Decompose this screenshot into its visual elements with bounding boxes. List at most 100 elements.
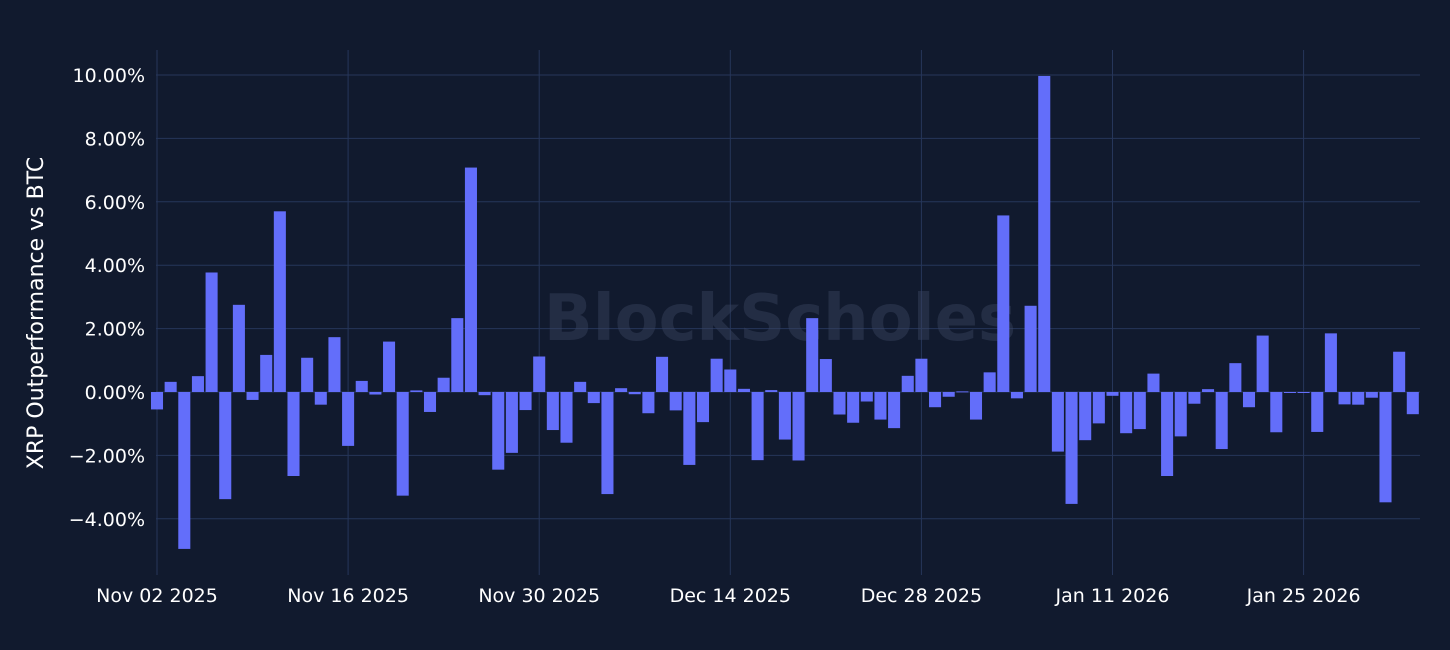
- bar: [751, 392, 764, 461]
- bar: [765, 390, 778, 392]
- bar: [492, 392, 505, 470]
- x-gridlines: [156, 50, 1305, 575]
- bar: [464, 167, 477, 392]
- bar: [505, 392, 518, 453]
- bar: [778, 392, 791, 440]
- bar: [396, 392, 409, 496]
- bar: [178, 392, 191, 549]
- bar: [546, 392, 559, 431]
- bar: [342, 392, 355, 446]
- bar: [628, 392, 641, 395]
- bar: [287, 392, 300, 477]
- bar: [533, 356, 546, 392]
- bar: [1406, 392, 1419, 415]
- y-tick-label: 10.00%: [73, 65, 145, 87]
- bar: [1174, 392, 1187, 437]
- bar: [314, 392, 327, 405]
- bar: [874, 392, 887, 420]
- bar: [997, 215, 1010, 392]
- bar: [219, 392, 232, 500]
- bar: [1242, 392, 1256, 408]
- y-tick-label: −2.00%: [69, 445, 145, 467]
- bar: [1352, 392, 1365, 405]
- bar: [1133, 392, 1146, 430]
- bar: [1010, 392, 1023, 399]
- bar: [656, 356, 669, 392]
- bar: [1270, 392, 1283, 433]
- bar: [369, 392, 382, 395]
- bar: [929, 392, 942, 408]
- bar: [942, 392, 955, 397]
- bar: [205, 272, 218, 392]
- y-tick-label: 2.00%: [85, 319, 145, 341]
- bar: [1120, 392, 1133, 434]
- bar: [423, 392, 437, 412]
- bar: [437, 377, 450, 392]
- x-tick-label: Dec 28 2025: [861, 585, 982, 607]
- bars: [150, 75, 1419, 549]
- bar: [847, 392, 860, 423]
- bar: [983, 372, 996, 392]
- bar: [642, 392, 655, 414]
- bar: [915, 358, 928, 392]
- bar: [1256, 335, 1269, 392]
- bar: [969, 392, 983, 420]
- y-tick-label: 8.00%: [85, 128, 145, 150]
- bar: [1283, 392, 1296, 393]
- bar: [819, 359, 832, 392]
- y-tick-label: 0.00%: [85, 382, 145, 404]
- bar: [410, 390, 423, 392]
- bar: [696, 392, 710, 423]
- bar: [1079, 392, 1092, 441]
- bar: [191, 376, 204, 392]
- bar: [669, 392, 682, 411]
- bar: [683, 392, 696, 465]
- bar: [710, 358, 723, 392]
- bar: [519, 392, 532, 411]
- bar: [901, 375, 914, 392]
- x-tick-label: Nov 16 2025: [287, 585, 409, 607]
- y-tick-label: −4.00%: [69, 509, 145, 531]
- bar: [860, 392, 873, 402]
- x-tick-labels: Nov 02 2025 Nov 16 2025 Nov 30 2025 Dec 14 …: [96, 585, 1360, 607]
- bar: [1324, 333, 1337, 392]
- x-tick-label: Jan 11 2026: [1055, 585, 1170, 607]
- bar: [615, 388, 628, 392]
- bar: [1065, 392, 1078, 504]
- bar: [1147, 373, 1160, 392]
- bar: [560, 392, 573, 443]
- bar: [246, 392, 259, 400]
- bar: [1393, 351, 1406, 392]
- bar: [1161, 392, 1174, 477]
- bar: [383, 341, 396, 392]
- bar: [1051, 392, 1064, 452]
- y-tick-label: 4.00%: [85, 255, 145, 277]
- bar: [587, 392, 600, 404]
- x-tick-label: Dec 14 2025: [670, 585, 791, 607]
- bar: [1215, 392, 1228, 450]
- bar: [301, 357, 314, 392]
- bar: [164, 381, 177, 392]
- bar: [888, 392, 901, 429]
- x-tick-label: Jan 25 2026: [1246, 585, 1361, 607]
- bar: [1202, 389, 1215, 392]
- bar: [806, 318, 819, 392]
- bar: [478, 392, 491, 396]
- bar: [451, 318, 464, 392]
- x-tick-label: Nov 30 2025: [478, 585, 600, 607]
- bar: [1188, 392, 1201, 404]
- bar: [1311, 392, 1324, 432]
- bar: [601, 392, 614, 495]
- bar: [273, 211, 286, 392]
- bar: [1229, 363, 1242, 392]
- bar: [833, 392, 846, 415]
- bar: [724, 369, 737, 392]
- bar: [737, 388, 750, 392]
- bar: [1365, 392, 1378, 398]
- x-tick-label: Nov 02 2025: [96, 585, 218, 607]
- bar: [792, 392, 805, 461]
- bar: [1024, 305, 1037, 392]
- bar: [150, 392, 164, 410]
- bar: [232, 304, 245, 392]
